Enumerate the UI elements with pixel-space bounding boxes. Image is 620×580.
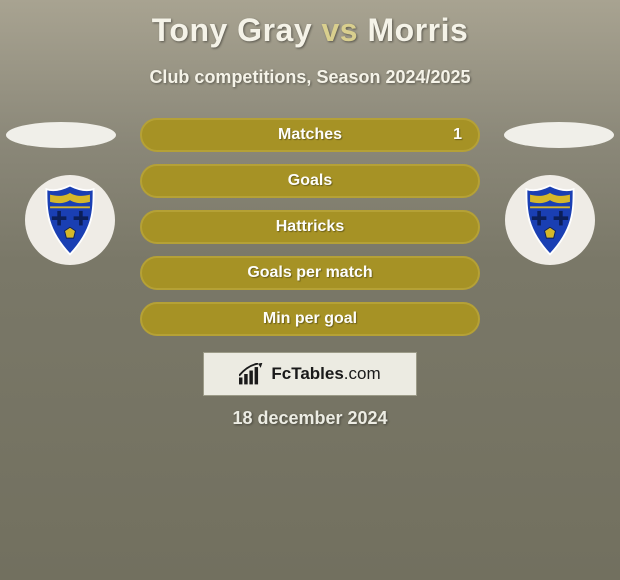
stat-label: Min per goal [263, 310, 357, 328]
page-title: Tony Gray vs Morris [0, 0, 620, 49]
stat-row-matches: Matches 1 [140, 118, 480, 152]
stat-row-goals-per-match: Goals per match [140, 256, 480, 290]
club-badge-left [25, 175, 115, 265]
stat-label: Goals per match [247, 264, 372, 282]
bars-icon [239, 363, 265, 385]
stats-container: Matches 1 Goals Hattricks Goals per matc… [140, 118, 480, 336]
player2-name: Morris [367, 12, 468, 48]
club-badge-right [505, 175, 595, 265]
crest-icon [521, 183, 579, 257]
player1-oval [6, 122, 116, 148]
stat-row-goals: Goals [140, 164, 480, 198]
subtitle: Club competitions, Season 2024/2025 [0, 67, 620, 88]
brand-name-main: FcTables [271, 364, 343, 383]
stat-label: Hattricks [276, 218, 344, 236]
crest-icon [41, 183, 99, 257]
stat-row-hattricks: Hattricks [140, 210, 480, 244]
player1-name: Tony Gray [152, 12, 312, 48]
stat-value-right: 1 [453, 126, 462, 144]
stat-label: Goals [288, 172, 332, 190]
date-text: 18 december 2024 [0, 408, 620, 429]
vs-separator: vs [322, 12, 359, 48]
player2-oval [504, 122, 614, 148]
brand-logo: FcTables.com [239, 363, 380, 385]
brand-name: FcTables.com [271, 364, 380, 384]
brand-logo-box: FcTables.com [203, 352, 417, 396]
stat-row-min-per-goal: Min per goal [140, 302, 480, 336]
brand-name-suffix: .com [344, 364, 381, 383]
stat-label: Matches [278, 126, 342, 144]
